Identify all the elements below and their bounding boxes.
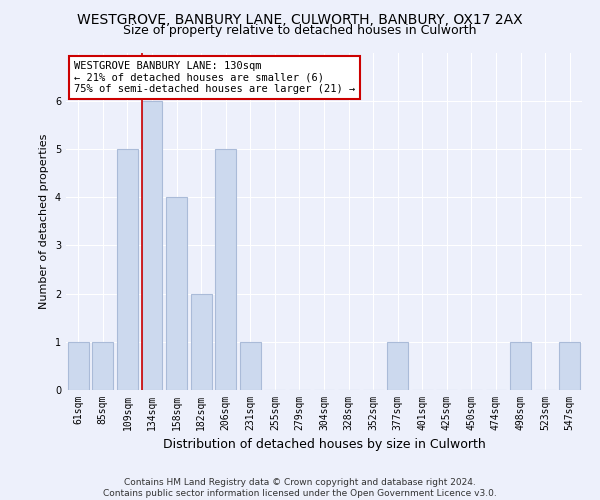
Bar: [142, 100, 163, 390]
Text: Size of property relative to detached houses in Culworth: Size of property relative to detached ho…: [123, 24, 477, 37]
Y-axis label: Number of detached properties: Number of detached properties: [40, 134, 49, 309]
Bar: [240, 342, 261, 390]
Text: Contains HM Land Registry data © Crown copyright and database right 2024.
Contai: Contains HM Land Registry data © Crown c…: [103, 478, 497, 498]
Bar: [92, 342, 113, 390]
Bar: [68, 342, 89, 390]
X-axis label: Distribution of detached houses by size in Culworth: Distribution of detached houses by size …: [163, 438, 485, 452]
Bar: [510, 342, 531, 390]
Bar: [191, 294, 212, 390]
Bar: [117, 149, 138, 390]
Bar: [215, 149, 236, 390]
Bar: [559, 342, 580, 390]
Text: WESTGROVE, BANBURY LANE, CULWORTH, BANBURY, OX17 2AX: WESTGROVE, BANBURY LANE, CULWORTH, BANBU…: [77, 12, 523, 26]
Text: WESTGROVE BANBURY LANE: 130sqm
← 21% of detached houses are smaller (6)
75% of s: WESTGROVE BANBURY LANE: 130sqm ← 21% of …: [74, 61, 355, 94]
Bar: [387, 342, 408, 390]
Bar: [166, 197, 187, 390]
